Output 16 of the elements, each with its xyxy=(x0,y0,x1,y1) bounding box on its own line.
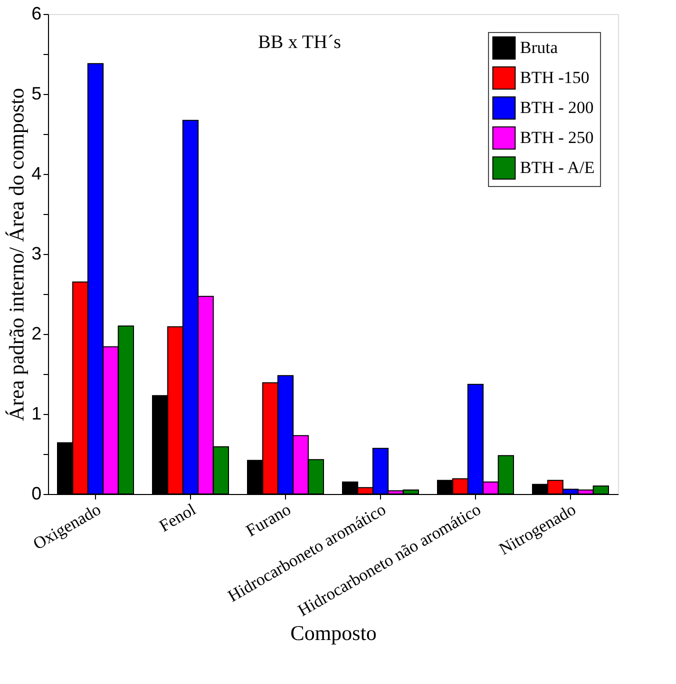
y-tick-label: 2 xyxy=(31,324,42,344)
x-tick-label: Fenol xyxy=(156,500,200,536)
y-axis-title: Área padrão interno/ Área do composto xyxy=(4,88,28,421)
y-tick-label: 0 xyxy=(31,484,42,504)
annotation: BB x TH´s xyxy=(258,32,342,53)
legend-label: Bruta xyxy=(520,38,558,57)
legend-label: BTH - 250 xyxy=(520,128,594,147)
y-tick-label: 3 xyxy=(31,244,42,264)
y-tick-label: 5 xyxy=(31,84,42,104)
y-tick-label: 6 xyxy=(31,4,42,24)
legend-label: BTH - 200 xyxy=(520,98,594,117)
legend-label: BTH -150 xyxy=(520,68,590,87)
x-axis-title: Composto xyxy=(290,621,377,646)
y-tick-label: 4 xyxy=(31,164,42,184)
y-tick-label: 1 xyxy=(31,404,42,424)
legend-label: BTH - A/E xyxy=(520,158,595,177)
